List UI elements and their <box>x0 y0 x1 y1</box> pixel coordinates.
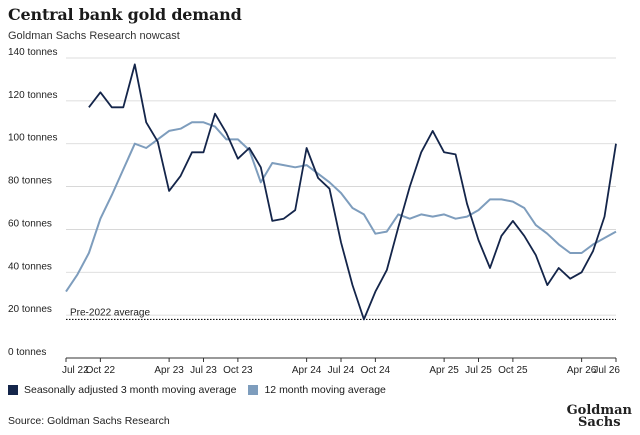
series-line-3m <box>88 63 617 321</box>
legend-swatch-3m <box>8 385 18 395</box>
x-tick-label: Oct 22 <box>86 365 116 376</box>
y-tick-label: 0 tonnes <box>8 347 46 358</box>
x-tick-label: Apr 24 <box>292 365 322 376</box>
x-tick-label: Apr 26 <box>567 365 597 376</box>
x-tick-label: Oct 24 <box>361 365 391 376</box>
y-tick-label: 80 tonnes <box>8 176 52 187</box>
logo-line-2: Sachs <box>578 415 621 430</box>
chart-subtitle: Goldman Sachs Research nowcast <box>8 30 180 42</box>
x-tick-label: Jul 23 <box>190 365 217 376</box>
y-tick-label: 120 tonnes <box>8 90 58 101</box>
goldman-sachs-logo: Goldman Sachs <box>566 403 632 430</box>
y-tick-label: 140 tonnes <box>8 47 58 58</box>
x-tick-label: Oct 25 <box>498 365 528 376</box>
x-tick-label: Jul 25 <box>465 365 492 376</box>
legend-label-3m: Seasonally adjusted 3 month moving avera… <box>24 384 237 396</box>
x-tick-label: Oct 23 <box>223 365 253 376</box>
series-line-12m <box>65 121 617 293</box>
y-tick-label: 40 tonnes <box>8 261 52 272</box>
x-tick-label: Jul 26 <box>593 365 620 376</box>
legend: Seasonally adjusted 3 month moving avera… <box>8 384 386 396</box>
source-note: Source: Goldman Sachs Research <box>8 415 170 427</box>
y-tick-label: 100 tonnes <box>8 133 58 144</box>
y-tick-label: 20 tonnes <box>8 304 52 315</box>
legend-label-12m: 12 month moving average <box>264 384 386 396</box>
logo-line-1: Goldman <box>566 403 632 418</box>
legend-swatch-12m <box>248 385 259 395</box>
reference-line-group: Pre-2022 average <box>66 307 616 321</box>
y-tick-label: 60 tonnes <box>8 218 52 229</box>
line-chart: 0 tonnes 20 tonnes 40 tonnes 60 tonnes 80 to… <box>8 47 620 376</box>
y-axis-ticks: 0 tonnes 20 tonnes 40 tonnes 60 tonnes 80 to… <box>8 47 58 358</box>
reference-line-label: Pre-2022 average <box>70 307 150 318</box>
x-tick-label: Apr 23 <box>154 365 184 376</box>
chart-title: Central bank gold demand <box>8 5 242 24</box>
x-tick-label: Apr 25 <box>429 365 459 376</box>
series-lines <box>65 63 617 321</box>
x-tick-label: Jul 24 <box>328 365 355 376</box>
x-tick-label: Jul 22 <box>62 365 89 376</box>
